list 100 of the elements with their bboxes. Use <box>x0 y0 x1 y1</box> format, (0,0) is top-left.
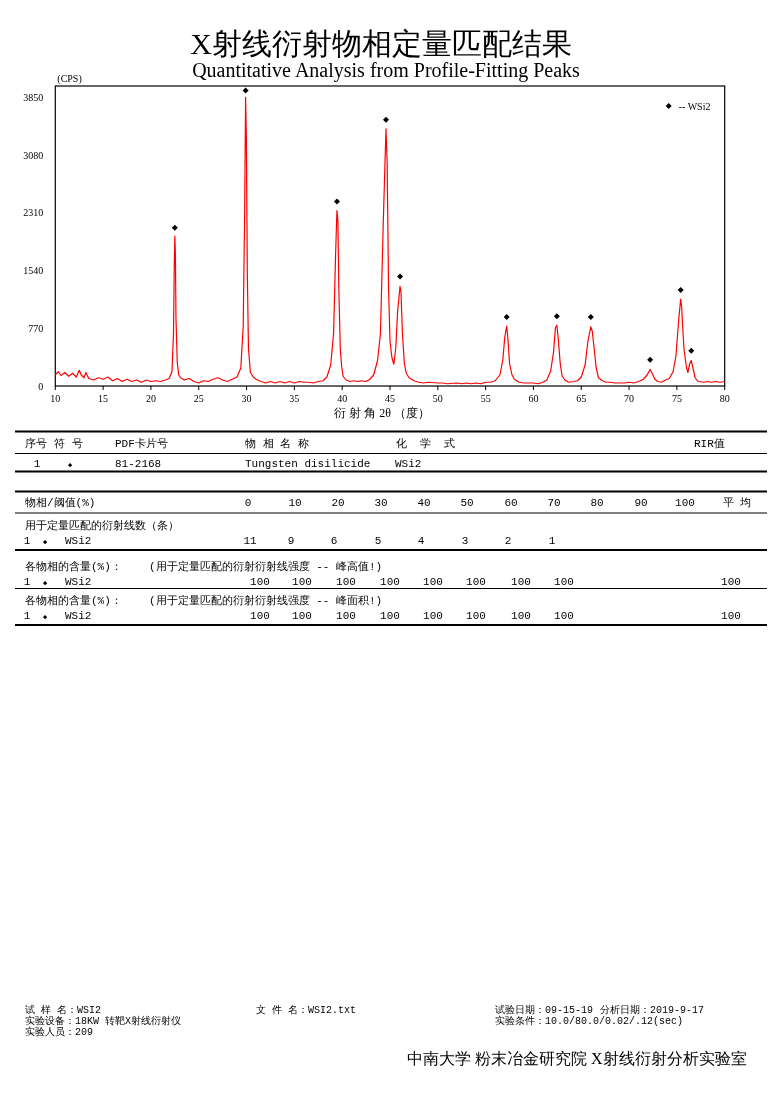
text: 100 <box>380 610 400 622</box>
text: 100 <box>675 497 695 509</box>
text: 100 <box>336 610 356 622</box>
text: WSi2 <box>395 458 422 470</box>
point <box>242 87 249 94</box>
text: RIR值 <box>694 438 725 450</box>
text: 分析日期：2019-9-17 <box>600 1004 705 1016</box>
text: 100 <box>721 576 741 588</box>
text: 100 <box>380 576 400 588</box>
x-tick-label: 75 <box>671 393 682 404</box>
y-axis-title: (CPS) <box>57 73 82 85</box>
text: Tungsten disilicide <box>245 458 371 470</box>
text: 20 <box>331 497 345 509</box>
x-tick-label: 45 <box>385 393 395 404</box>
text: 5 <box>374 535 382 547</box>
text: WSi2 <box>65 576 92 588</box>
x-tick-label: 70 <box>624 393 635 404</box>
point <box>688 347 695 354</box>
text: 物 相 名 称 <box>245 437 309 450</box>
text: 100 <box>292 576 312 588</box>
text: 平 均 <box>722 497 752 509</box>
text: 实验人员：209 <box>25 1026 94 1038</box>
point <box>677 287 684 293</box>
text: 50 <box>460 497 474 509</box>
text: 100 <box>511 610 531 622</box>
text: 100 <box>554 610 574 622</box>
y-tick-label: 2310 <box>23 207 44 219</box>
text: WSi2 <box>65 535 92 547</box>
text: 70 <box>547 497 561 509</box>
x-tick-label: 35 <box>289 393 300 404</box>
x-tick-label: 65 <box>576 393 587 404</box>
text: 符 号 <box>54 438 83 450</box>
text: 80 <box>590 497 604 509</box>
text: 1 <box>23 576 31 588</box>
text: PDF卡片号 <box>115 437 168 450</box>
y-tick-label: 1540 <box>23 265 44 276</box>
text: 试验日期：09-15-19 <box>495 1004 594 1016</box>
text: 序号 <box>25 437 47 450</box>
text: 文 件 名：WSI2.txt <box>256 1004 357 1016</box>
text: 60 <box>504 497 518 509</box>
text: 化 学 式 <box>396 437 456 450</box>
x-tick-label: 80 <box>719 393 730 404</box>
text: 3 <box>461 535 469 547</box>
text: 100 <box>423 610 443 622</box>
line-series <box>54 96 726 385</box>
text: 100 <box>250 610 270 622</box>
x-tick-label: 50 <box>432 393 443 404</box>
text: 100 <box>721 610 741 622</box>
text: 实验设备：18KW 转靶X射线衍射仪 <box>25 1015 182 1027</box>
point <box>587 314 594 320</box>
text: 各物相的含量(%)： <box>25 594 122 607</box>
legend-label: -- WSi2 <box>678 100 711 112</box>
x-tick-label: 60 <box>528 393 539 404</box>
text: 各物相的含量(%)： <box>25 560 122 573</box>
text: 81-2168 <box>115 458 162 470</box>
text: 实验条件：10.0/80.0/0.02/.12(sec) <box>495 1015 684 1027</box>
chart-subtitle: Quantitative Analysis from Profile-Fitting Peaks <box>192 59 581 82</box>
y-tick-label: 3080 <box>23 149 44 161</box>
x-axis-title: 衍 射 角 2θ （度） <box>334 406 430 420</box>
text: 中南大学 粉末冶金研究院 X射线衍射分析实验室 <box>407 1050 747 1067</box>
text: 11 <box>243 535 257 547</box>
text: 9 <box>287 535 295 547</box>
x-tick-label: 25 <box>193 393 204 404</box>
text: 100 <box>292 610 312 622</box>
text: 4 <box>417 535 425 547</box>
point <box>503 314 510 320</box>
text: 1 <box>33 458 41 470</box>
text: WSi2 <box>65 610 92 622</box>
text: 用于定量匹配的衍射线数（条） <box>25 519 179 532</box>
point <box>382 116 389 123</box>
x-tick-label: 30 <box>241 393 252 404</box>
text: 100 <box>466 610 486 622</box>
text: 6 <box>330 535 338 547</box>
text: 30 <box>374 497 388 509</box>
point <box>397 273 404 280</box>
x-tick-label: 10 <box>50 393 61 404</box>
text: 1 <box>548 535 556 547</box>
y-tick-label: 0 <box>38 380 44 392</box>
text: 100 <box>554 576 574 588</box>
point <box>333 198 340 205</box>
text: 1 <box>23 610 31 622</box>
point <box>171 224 178 231</box>
text: 1 <box>23 535 31 547</box>
text: 物相/阈值(%) <box>25 496 96 509</box>
x-tick-label: 40 <box>337 393 348 404</box>
chart-title: X射线衍射物相定量匹配结果 <box>190 27 572 60</box>
text: 90 <box>634 497 648 509</box>
text: 试 样 名：WSI2 <box>25 1004 102 1016</box>
text: 100 <box>250 576 270 588</box>
x-tick-label: 15 <box>98 393 109 404</box>
text: 100 <box>511 576 531 588</box>
text: 2 <box>504 535 512 547</box>
point <box>647 356 654 363</box>
text: 100 <box>336 576 356 588</box>
text: (用于定量匹配的衍射衍射线强度 -- 峰高值!) <box>149 560 383 573</box>
text: 0 <box>244 497 252 509</box>
x-tick-label: 55 <box>480 393 491 404</box>
text: 100 <box>423 576 443 588</box>
text: 100 <box>466 576 486 588</box>
text: 40 <box>417 497 431 509</box>
